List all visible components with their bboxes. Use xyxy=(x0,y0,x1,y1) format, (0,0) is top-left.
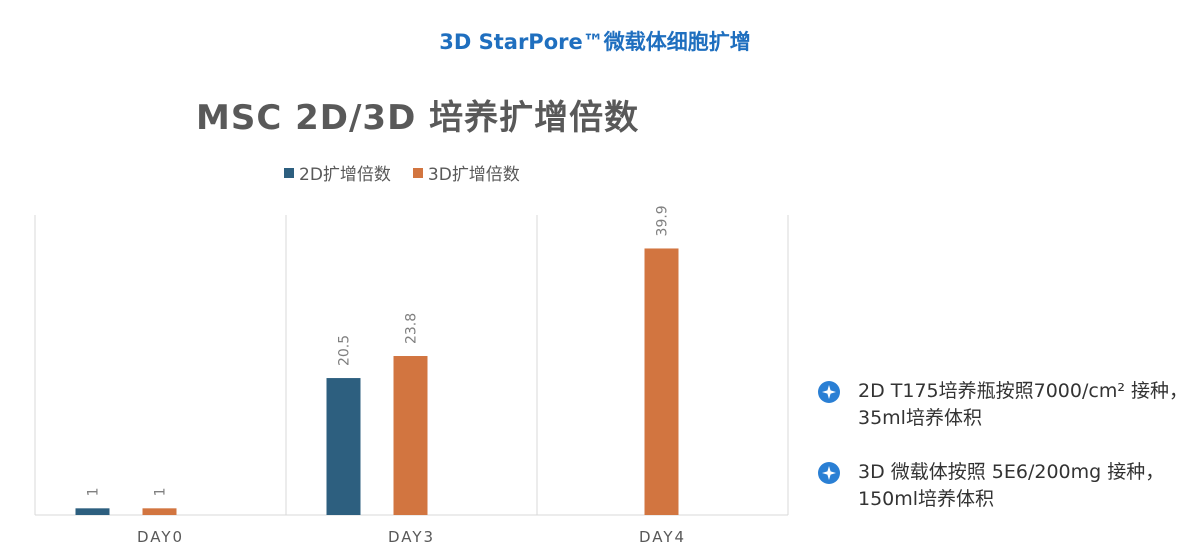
legend-swatch-3d xyxy=(412,167,423,178)
bar xyxy=(326,378,361,515)
legend-swatch-2d xyxy=(284,167,294,178)
data-label: 23.8 xyxy=(404,313,420,344)
x-tick-label: DAY4 xyxy=(639,528,686,546)
bar xyxy=(142,508,177,515)
data-label: 39.9 xyxy=(655,205,671,236)
x-tick-label: DAY0 xyxy=(137,528,184,546)
legend-item-2d: 2D扩增倍数 xyxy=(284,160,391,185)
legend-label-2d: 2D扩增倍数 xyxy=(299,165,391,185)
notes-list: 2D T175培养瓶按照7000/cm² 接种，35ml培养体积 3D 微载体按… xyxy=(818,378,1188,540)
four-point-star-icon xyxy=(818,462,840,484)
legend-item-3d: 3D扩增倍数 xyxy=(412,160,520,185)
note-text: 3D 微载体按照 5E6/200mg 接种，150ml培养体积 xyxy=(858,461,1165,510)
page-header-title: 3D StarPore™微载体细胞扩增 xyxy=(439,30,751,54)
note-item: 2D T175培养瓶按照7000/cm² 接种，35ml培养体积 xyxy=(818,378,1188,432)
x-tick-label: DAY3 xyxy=(388,528,435,546)
four-point-star-icon xyxy=(818,381,840,403)
note-text: 2D T175培养瓶按照7000/cm² 接种，35ml培养体积 xyxy=(858,380,1188,429)
data-label: 1 xyxy=(86,487,102,496)
legend-label-3d: 3D扩增倍数 xyxy=(427,165,520,185)
data-label: 20.5 xyxy=(337,335,353,366)
data-label: 1 xyxy=(153,487,169,496)
note-item: 3D 微载体按照 5E6/200mg 接种，150ml培养体积 xyxy=(818,459,1188,513)
chart-title: MSC 2D/3D 培养扩增倍数 xyxy=(196,98,640,138)
chart-legend: 2D扩增倍数 3D扩增倍数 xyxy=(284,160,542,185)
bar xyxy=(75,508,110,515)
bar xyxy=(393,356,428,515)
bar xyxy=(644,248,679,515)
